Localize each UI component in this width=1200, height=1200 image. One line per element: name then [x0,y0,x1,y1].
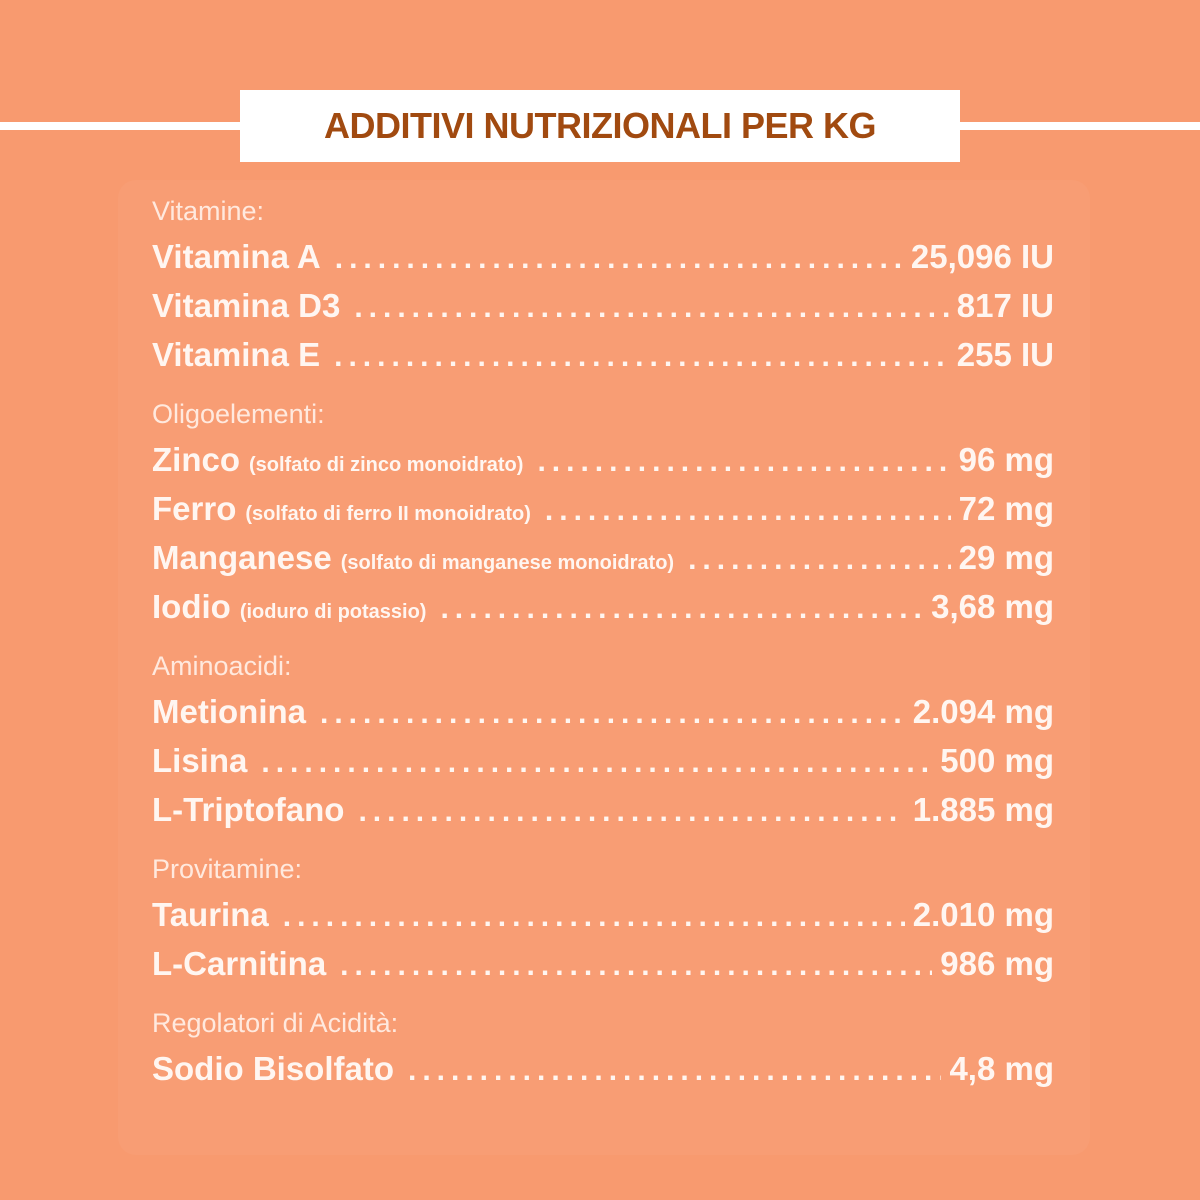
nutrient-value: 3,68 mg [931,588,1054,625]
nutrient-row: L-Carnitina.............................… [152,939,1054,988]
dot-leader: ........................................… [358,795,904,828]
dot-leader: ........................................… [408,1054,941,1087]
nutrient-name: Zinco [152,441,240,478]
nutrient-note: (ioduro di potassio) [239,601,427,623]
section-heading: Regolatori di Acidità: [152,1008,399,1038]
nutrient-note: (solfato di ferro II monoidrato) [245,503,531,525]
nutrient-row: Manganese (solfato di manganese monoidrat… [152,533,1054,582]
section-heading: Aminoacidi: [152,651,292,681]
section-heading: Oligoelementi: [152,399,325,429]
dot-leader: ........................................… [354,291,948,324]
nutrient-note: (solfato di manganese monoidrato) [340,552,675,574]
nutrient-note: (solfato di zinco monoidrato) [249,454,524,476]
section: Aminoacidi: Metionina....................… [152,645,1054,834]
page-title: ADDITIVI NUTRIZIONALI PER KG [324,105,877,146]
nutrition-list: Vitamine: Vitamina A.....................… [152,190,1054,1107]
nutrient-value: 2.094 mg [912,693,1054,730]
nutrient-value: 817 IU [956,287,1054,324]
section-heading: Vitamine: [152,196,265,226]
nutrient-value: 29 mg [958,539,1054,576]
section: Regolatori di Acidità: Sodio Bisolfato...… [152,1002,1054,1093]
nutrient-row: Lisina..................................… [152,736,1054,785]
nutrient-name: Vitamina E [152,336,321,373]
nutrient-name: Sodio Bisolfato [152,1050,394,1087]
nutrient-name: Taurina [152,896,269,933]
nutrient-name: Metionina [152,693,306,730]
dot-leader: ........................................… [537,445,951,478]
nutrient-name: Vitamina A [152,238,321,275]
nutrient-row: Vitamina E..............................… [152,330,1054,379]
section: Provitamine: Taurina.....................… [152,848,1054,988]
nutrient-name: L-Triptofano [152,791,345,828]
nutrient-value: 986 mg [940,945,1054,982]
nutrient-value: 255 IU [956,336,1054,373]
nutrient-row: Taurina.................................… [152,890,1054,939]
nutrient-value: 4,8 mg [949,1050,1054,1087]
nutrient-row: Sodio Bisolfato.........................… [152,1044,1054,1093]
nutrient-name: Vitamina D3 [152,287,341,324]
nutrient-value: 1.885 mg [912,791,1054,828]
nutrient-row: Vitamina A..............................… [152,232,1054,281]
section-heading: Provitamine: [152,854,303,884]
nutrient-name: Iodio [152,588,231,625]
nutrient-value: 2.010 mg [912,896,1054,933]
nutrient-row: Zinco (solfato di zinco monoidrato)......… [152,435,1054,484]
nutrient-row: L-Triptofano............................… [152,785,1054,834]
nutrient-row: Metionina...............................… [152,687,1054,736]
dot-leader: ........................................… [688,543,951,576]
nutrient-value: 72 mg [958,490,1054,527]
nutrient-name: L-Carnitina [152,945,327,982]
nutrient-name: Manganese [152,539,332,576]
dot-leader: ........................................… [282,900,905,933]
section: Vitamine: Vitamina A.....................… [152,190,1054,379]
nutrient-row: Ferro (solfato di ferro II monoidrato)...… [152,484,1054,533]
dot-leader: ........................................… [334,340,949,373]
nutrient-name: Lisina [152,742,248,779]
section: Oligoelementi: Zinco (solfato di zinco mon… [152,393,1054,631]
title-banner: ADDITIVI NUTRIZIONALI PER KG [240,90,960,162]
dot-leader: ........................................… [320,697,905,730]
nutrient-row: Iodio (ioduro di potassio)...............… [152,582,1054,631]
dot-leader: ........................................… [544,494,951,527]
dot-leader: ........................................… [440,592,923,625]
dot-leader: ........................................… [261,746,932,779]
dot-leader: ........................................… [334,242,903,275]
nutrient-name: Ferro [152,490,237,527]
nutrient-value: 25,096 IU [910,238,1054,275]
nutrient-value: 500 mg [940,742,1054,779]
nutrient-value: 96 mg [958,441,1054,478]
nutrient-row: Vitamina D3.............................… [152,281,1054,330]
dot-leader: ........................................… [340,949,932,982]
